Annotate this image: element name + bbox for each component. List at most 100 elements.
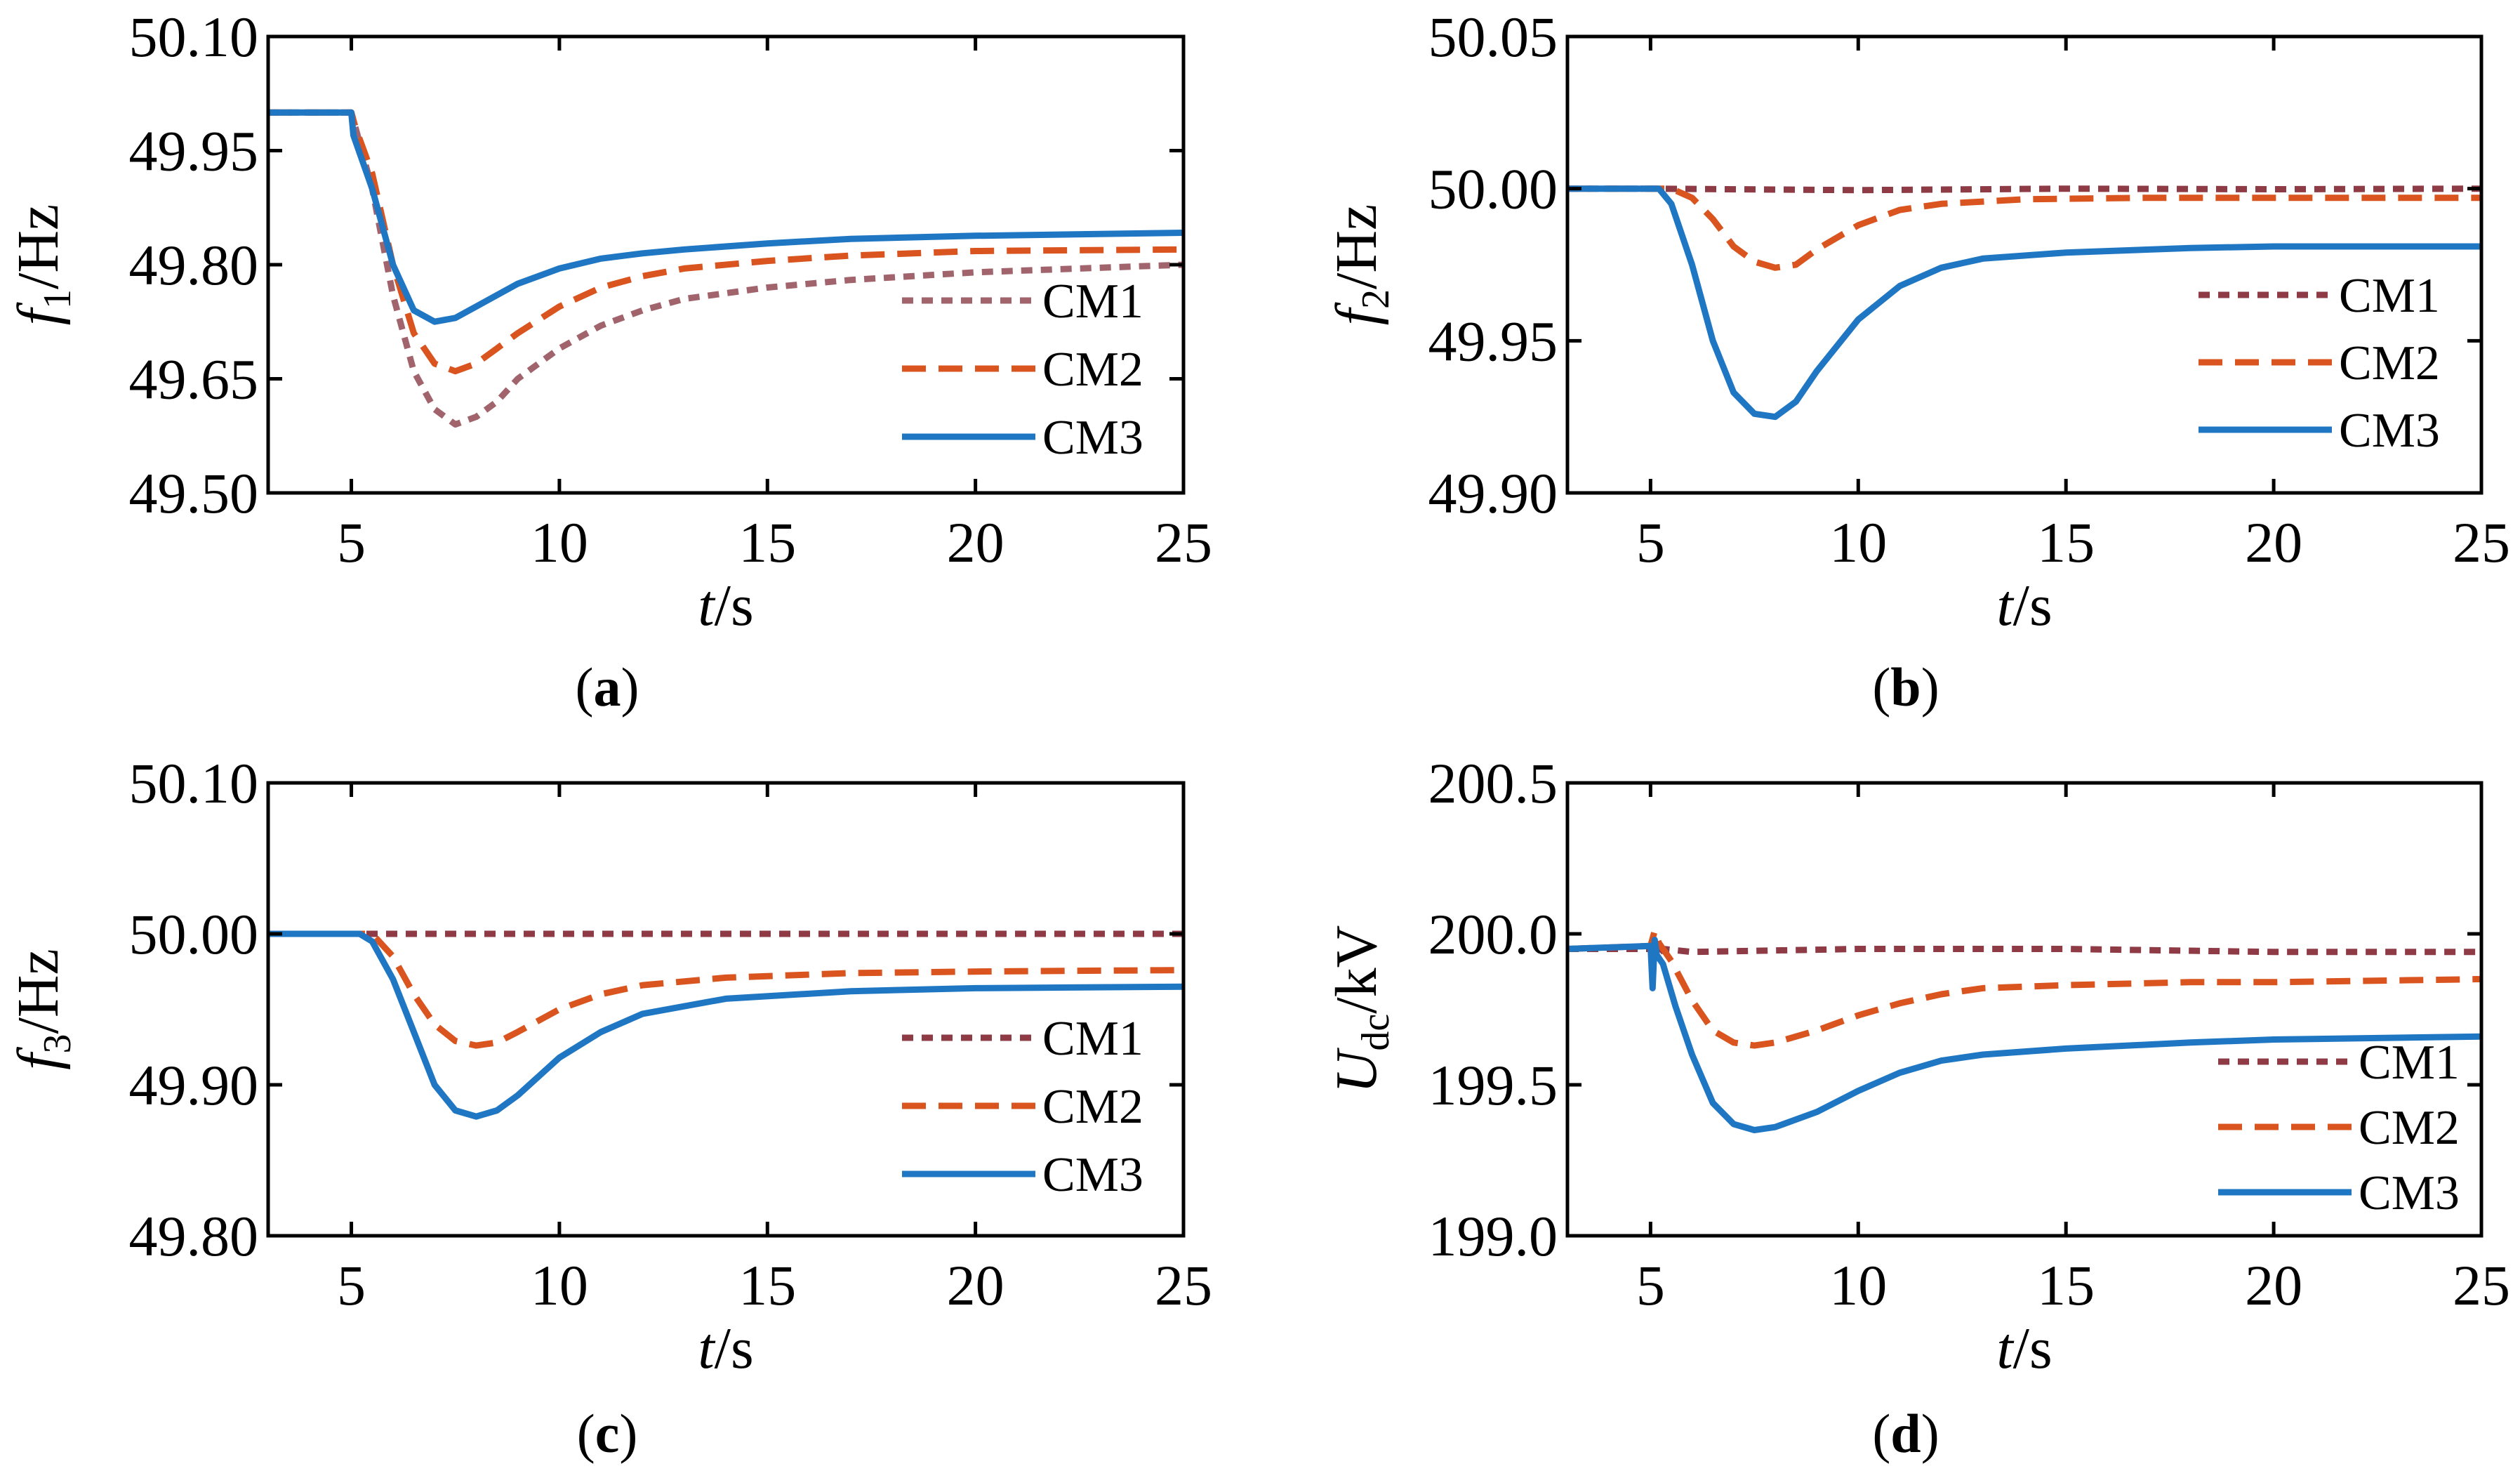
x-axis-title: t/s	[698, 573, 753, 638]
x-tick-label: 15	[2037, 1253, 2095, 1317]
y-axis-title-var: U	[1324, 1047, 1389, 1093]
x-tick-label: 10	[531, 510, 588, 574]
caption-open-paren: (	[577, 1403, 595, 1464]
caption-letter: b	[1890, 656, 1921, 718]
x-tick-label: 25	[1155, 1253, 1212, 1317]
panel-d: 5 10 15 20 25 199.0 199.5 200.0 200.5 t/s Udc/kV CM…	[1324, 751, 2510, 1464]
series-cm3-line	[268, 930, 1183, 1120]
x-axis-title-unit: /s	[715, 573, 754, 638]
y-tick-label: 50.10	[129, 751, 259, 815]
series-cm3-line	[268, 109, 1183, 325]
y-tick-label: 49.90	[1428, 461, 1558, 525]
panel-a: 5 10 15 20 25 49.50 49.65 49.80 49.95 50.10 t/s f1/…	[6, 5, 1212, 718]
x-tick-label: 5	[1636, 1253, 1665, 1317]
x-tick-label: 25	[2453, 1253, 2510, 1317]
y-tick-label: 50.00	[1428, 157, 1558, 221]
panel-caption: (d)	[1872, 1403, 1939, 1464]
y-axis-title-unit: /Hz	[6, 204, 71, 289]
x-tick-label: 20	[947, 510, 1004, 574]
y-axis-title: Udc/kV	[1324, 925, 1398, 1094]
series-cm3-line	[1567, 937, 2481, 1133]
panel-caption: (a)	[576, 656, 639, 718]
caption-close-paren: )	[621, 656, 639, 718]
x-tick-label: 15	[2037, 510, 2095, 574]
plot-frame	[1565, 781, 2483, 1238]
x-axis-title-var: t	[1996, 573, 2015, 638]
series-cm2-line	[1567, 185, 2481, 271]
y-tick-label: 49.50	[129, 461, 259, 525]
caption-open-paren: (	[576, 656, 594, 718]
y-tick-label: 50.05	[1428, 5, 1558, 69]
x-tick-label: 15	[738, 1253, 796, 1317]
plot-frame	[266, 781, 1186, 1238]
series-cm3-line	[1567, 185, 2481, 421]
panel-caption: (c)	[577, 1403, 638, 1464]
x-tick-label: 20	[2245, 1253, 2302, 1317]
x-tick-label: 5	[1636, 510, 1665, 574]
y-tick-label: 199.5	[1428, 1053, 1558, 1117]
legend-label-cm2: CM2	[1042, 343, 1143, 397]
x-tick-label: 20	[2245, 510, 2302, 574]
legend-label-cm1: CM1	[2339, 269, 2440, 323]
y-axis-title-sub: 2	[1354, 289, 1398, 309]
caption-open-paren: (	[1872, 656, 1890, 718]
y-axis-title: f2/Hz	[1324, 204, 1398, 326]
legend-label-cm1: CM1	[2359, 1036, 2460, 1090]
x-axis-title-var: t	[698, 573, 716, 638]
x-axis-title-unit: /s	[2013, 573, 2053, 638]
caption-open-paren: (	[1872, 1403, 1890, 1464]
caption-letter: d	[1890, 1403, 1921, 1464]
plot-frame	[1565, 34, 2483, 495]
x-axis-title-unit: /s	[2013, 1316, 2053, 1381]
x-tick-label: 10	[531, 1253, 588, 1317]
series-cm2-line	[268, 109, 1183, 375]
caption-close-paren: )	[1921, 1403, 1939, 1464]
y-axis-title-unit: /kV	[1324, 925, 1389, 1014]
legend-label-cm2: CM2	[2339, 336, 2440, 390]
y-tick-label: 49.90	[129, 1053, 259, 1117]
legend-label-cm3: CM3	[1042, 1148, 1143, 1202]
y-tick-label: 50.00	[129, 902, 259, 966]
legend-label-cm1: CM1	[1042, 275, 1143, 329]
x-tick-label: 5	[337, 1253, 366, 1317]
x-axis-title: t/s	[698, 1316, 753, 1381]
x-tick-label: 10	[1829, 510, 1887, 574]
series-cm1-line	[1567, 185, 2481, 194]
caption-letter: a	[594, 656, 621, 718]
y-axis-title-unit: /Hz	[1324, 204, 1389, 289]
caption-close-paren: )	[619, 1403, 637, 1464]
x-axis-title-var: t	[1996, 1316, 2015, 1381]
y-axis-title: f1/Hz	[6, 204, 79, 326]
y-tick-label: 199.0	[1428, 1204, 1558, 1268]
x-axis-title: t/s	[1996, 573, 2052, 638]
x-axis-title-unit: /s	[715, 1316, 754, 1381]
caption-close-paren: )	[1921, 656, 1939, 718]
panel-c: 5 10 15 20 25 49.80 49.90 50.00 50.10 t/s f3/Hz CM1…	[6, 751, 1212, 1464]
legend-label-cm2: CM2	[2359, 1101, 2460, 1155]
x-tick-label: 25	[1155, 510, 1212, 574]
y-axis-title: f3/Hz	[6, 949, 79, 1070]
legend-label-cm1: CM1	[1042, 1012, 1143, 1066]
x-axis-title: t/s	[1996, 1316, 2052, 1381]
y-tick-label: 49.95	[129, 119, 259, 183]
y-axis-title-sub: 3	[36, 1034, 79, 1053]
x-tick-label: 20	[947, 1253, 1004, 1317]
x-axis-title-var: t	[698, 1316, 716, 1381]
legend-label-cm3: CM3	[1042, 411, 1143, 465]
y-axis-title-sub: dc	[1354, 1014, 1398, 1051]
y-tick-label: 200.0	[1428, 902, 1558, 966]
panel-caption: (b)	[1872, 656, 1939, 718]
y-axis-title-unit: /Hz	[6, 949, 71, 1034]
y-tick-label: 49.80	[129, 1204, 259, 1268]
y-tick-label: 49.80	[129, 233, 259, 297]
y-tick-label: 49.65	[129, 348, 259, 411]
legend-label-cm3: CM3	[2359, 1166, 2460, 1220]
caption-letter: c	[595, 1403, 620, 1464]
series-cm1-line	[1567, 933, 2481, 958]
y-tick-label: 200.5	[1428, 751, 1558, 815]
y-axis-title-sub: 1	[36, 289, 79, 309]
series-cm2-line	[1567, 928, 2481, 1049]
y-tick-label: 50.10	[129, 5, 259, 69]
x-tick-label: 15	[738, 510, 796, 574]
